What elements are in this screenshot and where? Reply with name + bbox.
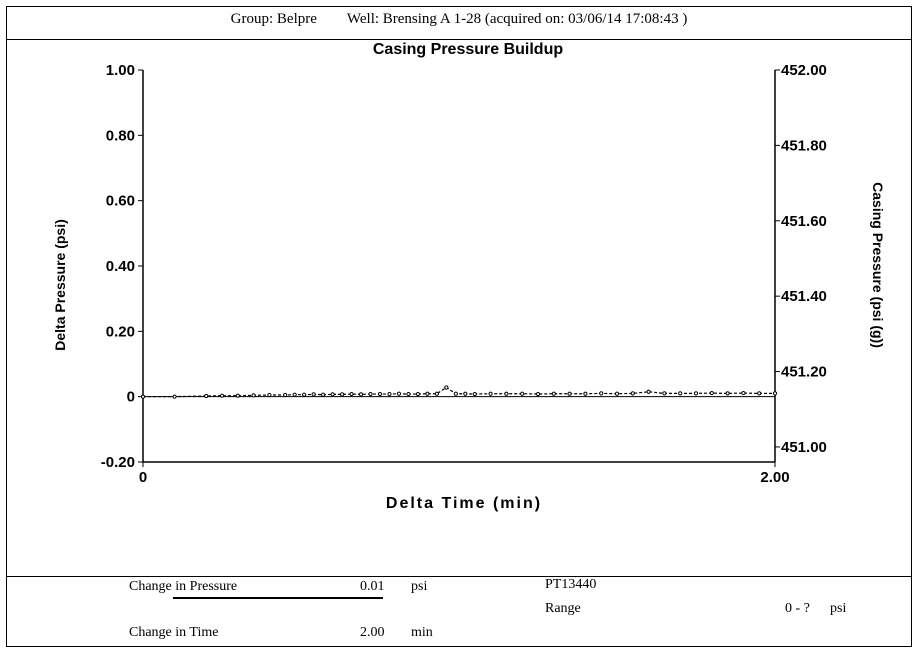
data-point — [662, 391, 667, 396]
data-point — [614, 391, 620, 396]
chart-ticks: 1.000.800.600.400.200-0.20452.00451.8045… — [101, 62, 827, 486]
data-point — [302, 392, 307, 397]
data-point — [678, 391, 683, 396]
y-tick-label: 0 — [127, 389, 135, 406]
y2-tick-label: 451.00 — [781, 439, 827, 456]
y2-tick-label: 451.60 — [781, 213, 827, 230]
data-point — [472, 391, 477, 397]
data-point — [709, 390, 714, 396]
chart-title: Casing Pressure Buildup — [373, 41, 563, 58]
data-point — [219, 393, 225, 398]
data-point — [757, 391, 762, 396]
data-point — [415, 391, 421, 397]
data-point — [267, 392, 272, 398]
group-label: Group: Belpre — [230, 11, 317, 27]
range-value: 0 - ? — [785, 601, 810, 616]
summary-footer: Change in Pressure 0.01 psi Change in Ti… — [7, 575, 911, 648]
data-point — [488, 391, 493, 396]
data-point — [453, 391, 458, 396]
data-point — [292, 392, 297, 397]
data-point — [396, 391, 402, 396]
y2-tick-label: 452.00 — [781, 62, 827, 79]
report-header: Group: Belpre Well: Brensing A 1-28 (acqu… — [7, 11, 911, 28]
y-axis-label: Delta Pressure (psi) — [52, 219, 68, 351]
data-point — [772, 391, 778, 396]
data-point — [330, 392, 335, 397]
data-point — [311, 392, 316, 397]
report-frame: Group: Belpre Well: Brensing A 1-28 (acqu… — [6, 6, 912, 647]
gauge-id: PT13440 — [545, 577, 597, 592]
range-label: Range — [545, 601, 581, 616]
data-point — [504, 391, 509, 396]
data-point — [725, 391, 730, 396]
y2-tick-label: 451.40 — [781, 288, 827, 305]
data-point — [520, 391, 525, 396]
data-point — [368, 391, 373, 397]
data-point — [377, 391, 383, 397]
y-tick-label: 0.40 — [106, 258, 135, 275]
change-time-label: Change in Time — [129, 625, 219, 640]
data-point — [349, 391, 354, 397]
data-point — [741, 390, 746, 396]
change-pressure-value: 0.01 — [360, 579, 385, 594]
data-point — [283, 392, 288, 398]
data-point — [140, 394, 146, 399]
data-point — [406, 391, 411, 397]
data-point — [693, 391, 699, 396]
chart-panel: Casing Pressure Buildup 1.00 0.80 0.60 0.40… — [7, 39, 911, 577]
data-point — [434, 391, 439, 396]
y2-axis-label: Casing Pressure (psi (g)) — [870, 182, 886, 348]
y-tick-label: 0.80 — [106, 127, 135, 144]
data-point — [235, 393, 240, 398]
x-axis-label: Delta Time (min) — [386, 495, 542, 512]
y-tick-label: -0.20 — [101, 454, 135, 471]
change-pressure-label: Change in Pressure — [129, 579, 238, 594]
chart-axes — [142, 70, 776, 463]
data-point — [535, 391, 541, 397]
pressure-chart: Casing Pressure Buildup 1.00 0.80 0.60 0.40… — [52, 41, 886, 512]
change-pressure-unit: psi — [411, 579, 428, 594]
data-point — [630, 391, 635, 396]
data-point — [387, 391, 392, 397]
data-point — [321, 392, 326, 397]
data-point — [204, 393, 209, 399]
data-point — [172, 394, 177, 399]
data-point — [583, 391, 588, 396]
change-time-value: 2.00 — [360, 625, 385, 640]
data-point — [251, 393, 256, 398]
well-label: Well: Brensing A 1-28 (acquired on: 03/0… — [346, 11, 688, 27]
data-point — [463, 391, 468, 396]
y-tick-label: 0.60 — [106, 193, 135, 210]
data-point — [646, 389, 651, 394]
data-point — [551, 391, 556, 396]
x-tick-label: 2.00 — [760, 469, 789, 486]
data-point — [358, 392, 364, 397]
x-tick-label: 0 — [139, 469, 147, 486]
y-tick-label: 1.00 — [106, 62, 135, 79]
data-point — [567, 391, 572, 396]
y2-tick-label: 451.20 — [781, 364, 827, 381]
legend-line — [173, 597, 383, 599]
chart-series — [140, 385, 778, 399]
data-point — [444, 385, 449, 390]
y-tick-label: 0.20 — [106, 323, 135, 340]
data-point — [599, 391, 604, 396]
range-unit: psi — [830, 601, 847, 616]
change-time-unit: min — [411, 625, 433, 640]
y2-tick-label: 451.80 — [781, 137, 827, 154]
data-point — [425, 391, 430, 396]
data-point — [339, 392, 345, 397]
